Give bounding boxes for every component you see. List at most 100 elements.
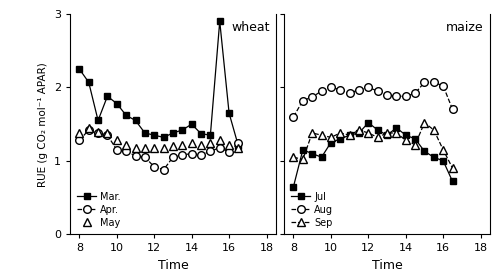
Aug bbox=[450, 108, 456, 111]
Sep bbox=[309, 131, 315, 135]
Aug bbox=[394, 95, 400, 98]
Line: Apr.: Apr. bbox=[76, 126, 242, 174]
Sep bbox=[450, 167, 456, 170]
Jul bbox=[384, 134, 390, 137]
Jul bbox=[403, 134, 409, 137]
Jul bbox=[394, 126, 400, 129]
Mar. bbox=[95, 119, 101, 122]
Sep bbox=[356, 128, 362, 132]
Apr. bbox=[104, 134, 110, 137]
Y-axis label: RUE (g CO₂ mol⁻¹ APAR): RUE (g CO₂ mol⁻¹ APAR) bbox=[38, 62, 48, 187]
Sep bbox=[318, 134, 324, 137]
Apr. bbox=[236, 141, 242, 144]
May bbox=[95, 130, 101, 133]
Text: wheat: wheat bbox=[231, 21, 270, 33]
Jul bbox=[328, 141, 334, 144]
Sep bbox=[412, 143, 418, 146]
Aug bbox=[328, 86, 334, 89]
Apr. bbox=[95, 131, 101, 135]
Apr. bbox=[123, 150, 129, 153]
May bbox=[208, 141, 214, 144]
Apr. bbox=[86, 128, 91, 132]
Jul bbox=[318, 156, 324, 159]
Apr. bbox=[198, 153, 204, 157]
Jul bbox=[338, 137, 344, 141]
Aug bbox=[366, 86, 372, 89]
May bbox=[86, 126, 91, 129]
Mar. bbox=[170, 131, 176, 135]
Sep bbox=[431, 128, 437, 132]
Apr. bbox=[226, 150, 232, 154]
May bbox=[236, 146, 242, 149]
Mar. bbox=[180, 128, 186, 132]
Sep bbox=[394, 131, 400, 135]
Aug bbox=[318, 89, 324, 93]
May bbox=[198, 143, 204, 146]
Mar. bbox=[86, 81, 91, 84]
Apr. bbox=[216, 146, 222, 149]
Mar. bbox=[142, 131, 148, 135]
Aug bbox=[356, 88, 362, 91]
X-axis label: Time: Time bbox=[372, 259, 402, 272]
Jul bbox=[422, 150, 428, 153]
Sep bbox=[346, 134, 352, 137]
May bbox=[216, 139, 222, 142]
Apr. bbox=[132, 154, 138, 157]
Legend: Mar., Apr., May: Mar., Apr., May bbox=[75, 190, 122, 230]
Sep bbox=[338, 131, 344, 135]
Apr. bbox=[180, 153, 186, 157]
Aug bbox=[374, 89, 380, 93]
Apr. bbox=[160, 168, 166, 171]
Jul bbox=[366, 121, 372, 124]
May bbox=[226, 143, 232, 146]
Line: Aug: Aug bbox=[290, 78, 456, 121]
Aug bbox=[403, 95, 409, 98]
Line: Mar.: Mar. bbox=[76, 18, 241, 149]
Jul bbox=[450, 180, 456, 183]
Mar. bbox=[104, 95, 110, 98]
Aug bbox=[431, 81, 437, 84]
May bbox=[123, 143, 129, 146]
Aug bbox=[300, 99, 306, 102]
Line: May: May bbox=[76, 124, 242, 152]
Sep bbox=[422, 121, 428, 124]
Mar. bbox=[216, 20, 222, 23]
Mar. bbox=[76, 67, 82, 71]
Apr. bbox=[151, 165, 157, 169]
Mar. bbox=[208, 134, 214, 137]
Apr. bbox=[114, 148, 120, 151]
May bbox=[132, 146, 138, 149]
Sep bbox=[374, 136, 380, 139]
Aug bbox=[290, 115, 296, 119]
Apr. bbox=[208, 150, 214, 153]
Sep bbox=[328, 136, 334, 139]
Aug bbox=[422, 81, 428, 84]
May bbox=[160, 146, 166, 149]
Mar. bbox=[132, 119, 138, 122]
May bbox=[114, 139, 120, 142]
Sep bbox=[366, 131, 372, 135]
Jul bbox=[412, 137, 418, 141]
May bbox=[151, 146, 157, 149]
Jul bbox=[346, 134, 352, 137]
May bbox=[188, 141, 194, 144]
Mar. bbox=[236, 145, 242, 148]
Jul bbox=[300, 148, 306, 151]
X-axis label: Time: Time bbox=[158, 259, 188, 272]
Sep bbox=[300, 158, 306, 161]
Mar. bbox=[226, 111, 232, 115]
Aug bbox=[309, 95, 315, 99]
Aug bbox=[338, 88, 344, 91]
Jul bbox=[374, 128, 380, 132]
Line: Sep: Sep bbox=[290, 119, 456, 172]
Apr. bbox=[142, 156, 148, 159]
Text: maize: maize bbox=[446, 21, 484, 33]
Jul bbox=[356, 131, 362, 135]
May bbox=[142, 147, 148, 150]
Jul bbox=[431, 156, 437, 159]
Aug bbox=[440, 84, 446, 88]
May bbox=[104, 131, 110, 135]
May bbox=[180, 143, 186, 146]
Sep bbox=[384, 131, 390, 135]
Jul bbox=[440, 159, 446, 163]
